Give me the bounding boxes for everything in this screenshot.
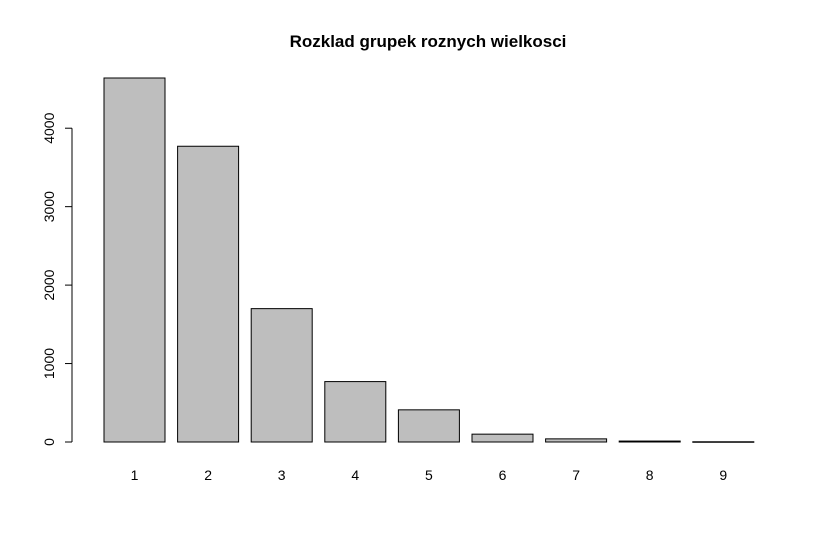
x-tick-label: 8	[646, 467, 654, 483]
bar-3	[250, 308, 313, 443]
y-axis: 0 1000 2000 3000 4000	[41, 112, 73, 446]
bar-1	[103, 77, 166, 443]
bar-6	[471, 433, 534, 443]
bar-4	[324, 381, 387, 443]
bar-5	[397, 409, 460, 443]
x-tick-label: 9	[719, 467, 727, 483]
bars	[103, 77, 755, 443]
y-tick-label: 0	[41, 438, 57, 446]
y-tick-label: 2000	[41, 269, 57, 300]
bar-2	[177, 145, 240, 443]
x-tick-label: 3	[278, 467, 286, 483]
x-tick-label: 2	[204, 467, 212, 483]
bar-7	[545, 438, 608, 443]
y-tick-label: 1000	[41, 348, 57, 379]
bar-9	[692, 441, 755, 443]
x-tick-labels: 1 2 3 4 5 6 7 8 9	[131, 467, 728, 483]
bar-8	[618, 440, 681, 443]
y-tick-label: 3000	[41, 191, 57, 222]
y-tick-label: 4000	[41, 112, 57, 143]
x-tick-label: 5	[425, 467, 433, 483]
chart-title: Rozklad grupek roznych wielkosci	[290, 32, 567, 51]
x-tick-label: 7	[572, 467, 580, 483]
x-tick-label: 6	[499, 467, 507, 483]
x-tick-label: 4	[351, 467, 359, 483]
x-tick-label: 1	[131, 467, 139, 483]
